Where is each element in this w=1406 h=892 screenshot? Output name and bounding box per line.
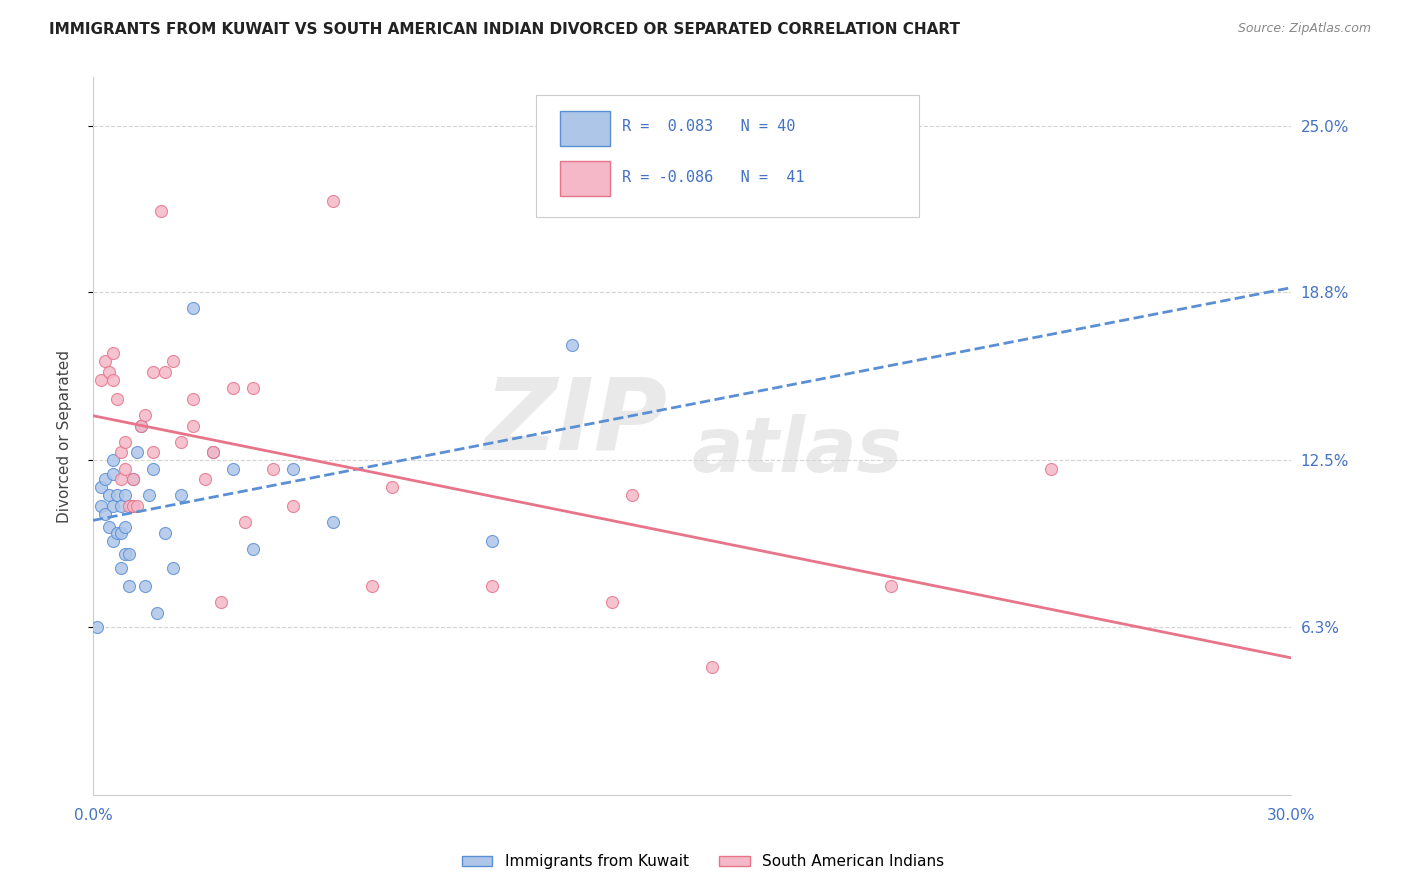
Point (146, 606, 169, 620)
Point (110, 445, 132, 459)
Point (101, 533, 124, 548)
Point (561, 338, 583, 352)
Point (222, 381, 245, 395)
Point (114, 520, 136, 534)
Point (110, 499, 132, 513)
Point (122, 472, 145, 486)
Point (114, 434, 136, 449)
Text: R =  0.083   N = 40: R = 0.083 N = 40 (623, 120, 796, 135)
Point (118, 547, 141, 561)
Point (129, 418, 152, 433)
Point (153, 365, 176, 379)
Legend: Immigrants from Kuwait, South American Indians: Immigrants from Kuwait, South American I… (456, 848, 950, 875)
Point (481, 533, 503, 548)
Point (118, 579, 141, 593)
Point (162, 560, 184, 574)
Point (86, 619, 108, 633)
Point (129, 418, 152, 433)
Point (114, 547, 136, 561)
Point (122, 499, 145, 513)
Point (142, 365, 165, 379)
Point (90, 373, 112, 387)
Point (149, 204, 172, 219)
Point (90, 499, 112, 513)
Point (242, 541, 264, 556)
Point (125, 445, 148, 459)
Point (322, 194, 344, 208)
Point (110, 560, 132, 574)
Point (101, 346, 124, 360)
Point (122, 499, 145, 513)
FancyBboxPatch shape (560, 161, 610, 196)
Point (134, 408, 156, 422)
Point (1040, 461, 1063, 475)
Point (242, 381, 264, 395)
Point (118, 499, 141, 513)
Point (233, 515, 256, 529)
Point (181, 418, 204, 433)
Point (381, 480, 404, 494)
Point (201, 445, 224, 459)
Point (170, 488, 193, 502)
Point (98, 520, 121, 534)
Text: IMMIGRANTS FROM KUWAIT VS SOUTH AMERICAN INDIAN DIVORCED OR SEPARATED CORRELATIO: IMMIGRANTS FROM KUWAIT VS SOUTH AMERICAN… (49, 22, 960, 37)
FancyBboxPatch shape (536, 95, 920, 218)
Point (181, 392, 204, 406)
Text: R = -0.086   N =  41: R = -0.086 N = 41 (623, 169, 804, 185)
Point (98, 365, 121, 379)
Text: atlas: atlas (692, 414, 903, 488)
Point (322, 515, 344, 529)
Point (94, 507, 117, 521)
Point (114, 461, 136, 475)
Point (122, 472, 145, 486)
Point (105, 488, 128, 502)
Text: Source: ZipAtlas.com: Source: ZipAtlas.com (1237, 22, 1371, 36)
Point (262, 461, 284, 475)
Point (142, 461, 165, 475)
FancyBboxPatch shape (560, 112, 610, 145)
Point (110, 472, 132, 486)
Point (101, 373, 124, 387)
Point (138, 488, 160, 502)
Point (880, 579, 903, 593)
Point (700, 659, 723, 673)
Y-axis label: Divorced or Separated: Divorced or Separated (58, 350, 72, 523)
Text: ZIP: ZIP (485, 374, 668, 470)
Point (94, 354, 117, 368)
Point (181, 301, 204, 315)
Point (105, 392, 128, 406)
Point (201, 445, 224, 459)
Point (105, 525, 128, 540)
Point (94, 472, 117, 486)
Point (101, 453, 124, 467)
Point (194, 472, 217, 486)
Point (90, 480, 112, 494)
Point (361, 579, 384, 593)
Point (101, 467, 124, 481)
Point (281, 461, 304, 475)
Point (620, 488, 643, 502)
Point (170, 434, 193, 449)
Point (162, 354, 184, 368)
Point (153, 525, 176, 540)
Point (481, 579, 503, 593)
Point (222, 461, 245, 475)
Point (600, 595, 623, 609)
Point (114, 488, 136, 502)
Point (101, 499, 124, 513)
Point (209, 595, 232, 609)
Point (125, 499, 148, 513)
Point (110, 525, 132, 540)
Point (98, 488, 121, 502)
Point (142, 445, 165, 459)
Point (134, 579, 156, 593)
Point (281, 499, 304, 513)
